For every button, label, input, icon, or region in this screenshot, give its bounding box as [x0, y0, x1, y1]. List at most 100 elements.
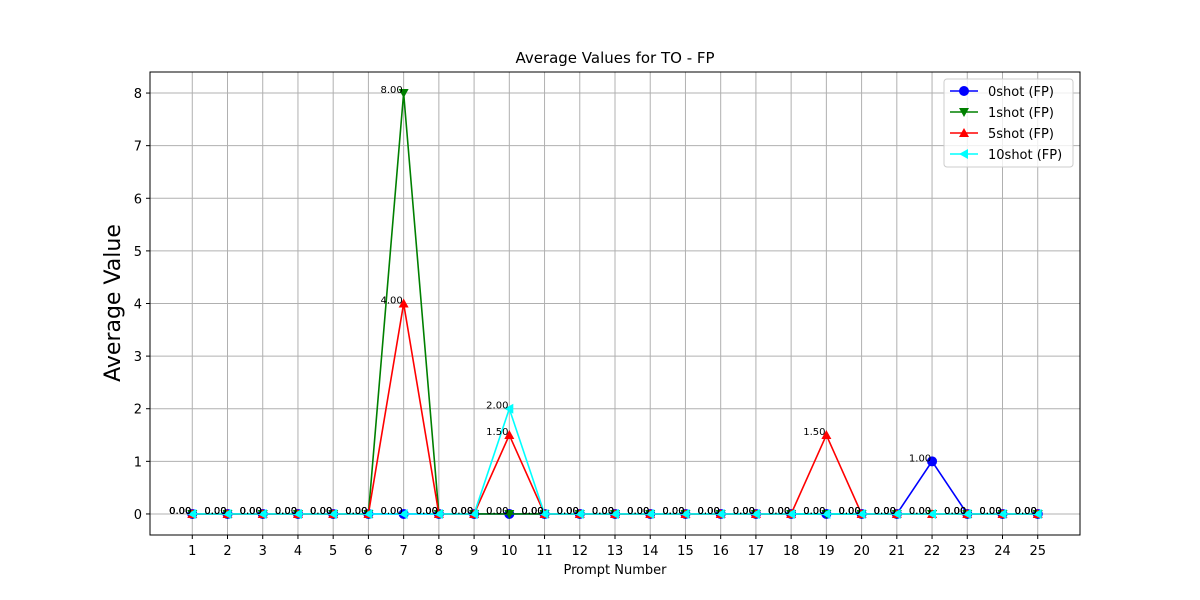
- data-label: 0.00: [240, 506, 262, 517]
- data-label: 0.00: [979, 506, 1001, 517]
- x-tick-label: 11: [536, 544, 553, 559]
- data-point: [891, 508, 901, 519]
- x-tick-label: 19: [818, 544, 835, 559]
- data-label: 0.00: [698, 506, 720, 517]
- legend-marker: [959, 128, 969, 137]
- data-point: [821, 508, 831, 519]
- data-label: 0.00: [662, 506, 684, 517]
- data-label: 0.00: [592, 506, 614, 517]
- data-label: 0.00: [486, 506, 508, 517]
- data-label: 0.00: [275, 506, 297, 517]
- data-label: 0.00: [909, 506, 931, 517]
- data-label: 0.00: [345, 506, 367, 517]
- data-label: 0.00: [451, 506, 473, 517]
- legend-label: 10shot (FP): [988, 148, 1062, 163]
- data-label: 0.00: [345, 506, 367, 517]
- data-point: [715, 508, 725, 519]
- data-label: 0.00: [944, 506, 966, 517]
- data-point: [539, 508, 549, 519]
- y-tick-label: 3: [134, 350, 142, 365]
- data-label: 0.00: [310, 506, 332, 517]
- data-label: 0.00: [521, 506, 543, 517]
- data-label: 4.00: [381, 296, 403, 307]
- data-point: [363, 508, 373, 519]
- x-tick-label: 8: [435, 544, 443, 559]
- data-point: [222, 508, 232, 519]
- data-label: 0.00: [733, 506, 755, 517]
- data-label: 0.00: [486, 506, 508, 517]
- x-axis-label: Prompt Number: [564, 563, 668, 578]
- legend-item: 1shot (FP): [950, 106, 1054, 121]
- data-label: 0.00: [768, 506, 790, 517]
- legend-item: 0shot (FP): [950, 85, 1054, 100]
- data-label: 0.00: [1015, 506, 1037, 517]
- data-label: 0.00: [698, 506, 720, 517]
- data-point: [610, 508, 619, 519]
- data-label: 0.00: [944, 506, 966, 517]
- data-label: 0.00: [310, 506, 332, 517]
- data-label: 0.00: [627, 506, 649, 517]
- data-label: 0.00: [874, 506, 896, 517]
- data-label: 0.00: [627, 506, 649, 517]
- data-label: 0.00: [557, 506, 579, 517]
- data-label: 0.00: [381, 506, 403, 517]
- data-label: 0.00: [521, 506, 543, 517]
- data-point: [187, 508, 197, 519]
- data-point: [821, 430, 832, 440]
- x-tick-label: 12: [571, 544, 588, 559]
- data-label: 0.00: [345, 506, 367, 517]
- x-tick-label: 14: [642, 544, 659, 559]
- data-label: 0.00: [240, 506, 262, 517]
- data-point: [292, 508, 302, 519]
- x-tick-label: 25: [1029, 544, 1046, 559]
- data-point: [786, 508, 796, 519]
- data-label: 0.00: [204, 506, 226, 517]
- data-label: 0.00: [240, 506, 262, 517]
- data-label: 0.00: [803, 506, 825, 517]
- data-label: 0.00: [592, 506, 614, 517]
- data-label: 0.00: [345, 506, 367, 517]
- data-label: 0.00: [909, 506, 931, 517]
- data-label: 0.00: [240, 506, 262, 517]
- data-label: 0.00: [874, 506, 896, 517]
- data-label: 0.00: [803, 506, 825, 517]
- x-tick-label: 6: [364, 544, 372, 559]
- data-label: 0.00: [310, 506, 332, 517]
- data-label: 1.50: [803, 427, 825, 438]
- legend-item: 5shot (FP): [950, 127, 1054, 142]
- series-3: [187, 403, 1042, 519]
- data-label: 0.00: [557, 506, 579, 517]
- data-label: 0.00: [627, 506, 649, 517]
- data-label: 0.00: [451, 506, 473, 517]
- data-label: 0.00: [1015, 506, 1037, 517]
- data-point: [433, 508, 443, 519]
- data-label: 0.00: [275, 506, 297, 517]
- data-label: 0.00: [627, 506, 649, 517]
- legend-label: 0shot (FP): [988, 85, 1054, 100]
- x-tick-label: 2: [223, 544, 231, 559]
- data-point: [398, 298, 409, 308]
- legend-items: 0shot (FP) 1shot (FP) 5shot (FP) 10shot (FP…: [950, 85, 1062, 163]
- data-point: [504, 403, 514, 414]
- data-label: 0.00: [1015, 506, 1037, 517]
- data-labels: 0.00 0.00 0.00 0.00 0.00 0.00 0.00 0.00 0.00 0.00…: [169, 85, 1037, 517]
- data-label: 0.00: [733, 506, 755, 517]
- data-point: [574, 508, 584, 519]
- data-label: 0.00: [416, 506, 438, 517]
- data-label: 0.00: [979, 506, 1001, 517]
- x-tick-label: 17: [748, 544, 765, 559]
- x-tick-label: 16: [712, 544, 729, 559]
- data-label: 0.00: [416, 506, 438, 517]
- data-label: 0.00: [592, 506, 614, 517]
- data-point: [504, 430, 515, 440]
- legend-label: 1shot (FP): [988, 106, 1054, 121]
- data-point: [645, 508, 655, 519]
- data-label: 0.00: [275, 506, 297, 517]
- grid: [150, 72, 1080, 535]
- data-point: [927, 508, 937, 519]
- data-label: 0.00: [768, 506, 790, 517]
- y-tick-label: 2: [134, 403, 142, 418]
- data-label: 0.00: [838, 506, 860, 517]
- data-label: 0.00: [275, 506, 297, 517]
